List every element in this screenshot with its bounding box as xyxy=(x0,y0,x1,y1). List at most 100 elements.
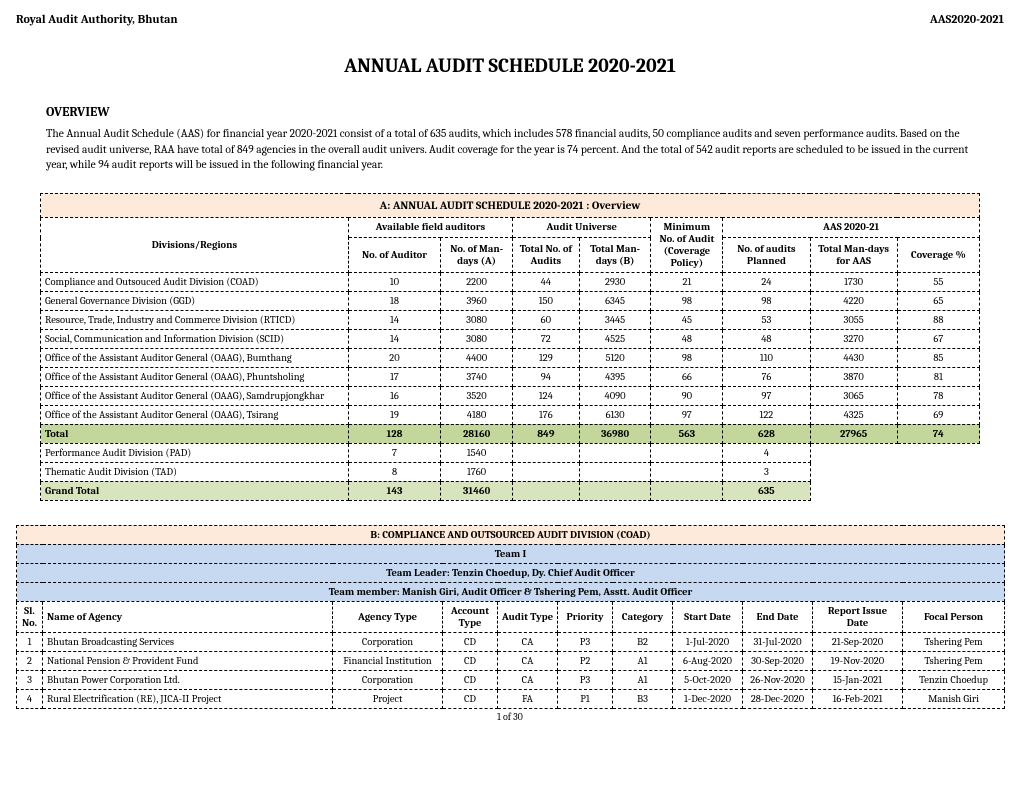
cell: 2200 xyxy=(441,272,513,291)
cell: 3740 xyxy=(441,367,513,386)
cell: CA xyxy=(498,670,558,689)
cell: Social, Communication and Information Di… xyxy=(41,329,349,348)
cell: 94 xyxy=(512,367,579,386)
cell: CD xyxy=(443,670,498,689)
cell: 88 xyxy=(897,310,979,329)
table-row: Resource, Trade, Industry and Commerce D… xyxy=(41,310,980,329)
overview-heading: OVERVIEW xyxy=(46,105,974,120)
th-no-auditor: No. of Auditor xyxy=(348,238,440,272)
th-audit-type: Audit Type xyxy=(498,601,558,632)
cell: 2930 xyxy=(579,272,651,291)
cell: A1 xyxy=(613,670,673,689)
cell: 98 xyxy=(651,348,723,367)
cell xyxy=(579,443,651,462)
cell: 98 xyxy=(651,291,723,310)
cell: 98 xyxy=(723,291,810,310)
table-b: B: COMPLIANCE AND OUTSOURCED AUDIT DIVIS… xyxy=(16,525,1005,709)
th-coverage: Coverage % xyxy=(897,238,979,272)
th-sl: Sl. No. xyxy=(17,601,43,632)
th-min-audit: Minimum No. of Audit (Coverage Policy) xyxy=(651,217,723,272)
cell: 2 xyxy=(17,651,43,670)
cell: 78 xyxy=(897,386,979,405)
cell: Office of the Assistant Auditor General … xyxy=(41,386,349,405)
th-total-audits: Total No. of Audits xyxy=(512,238,579,272)
cell: 4395 xyxy=(579,367,651,386)
th-mandays-b: Total Man-days (B) xyxy=(579,238,651,272)
cell: P2 xyxy=(558,651,613,670)
cell: 20 xyxy=(348,348,440,367)
cell: 110 xyxy=(723,348,810,367)
cell: 1540 xyxy=(441,443,513,462)
th-aas: AAS 2020-21 xyxy=(723,217,980,238)
cell: 19-Nov-2020 xyxy=(813,651,903,670)
cell: 4 xyxy=(17,689,43,708)
cell: 48 xyxy=(723,329,810,348)
header-row: Royal Audit Authority, Bhutan AAS2020-20… xyxy=(16,12,1004,26)
cell: 31460 xyxy=(441,481,513,500)
cell: CA xyxy=(498,632,558,651)
cell: 1730 xyxy=(810,272,897,291)
cell: 563 xyxy=(651,424,723,443)
team-label: Team I xyxy=(17,544,1005,563)
cell: 128 xyxy=(348,424,440,443)
cell: Total xyxy=(41,424,349,443)
cell: Manish Giri xyxy=(903,689,1005,708)
cell xyxy=(512,462,579,481)
cell: 15-Jan-2021 xyxy=(813,670,903,689)
cell: A1 xyxy=(613,651,673,670)
th-priority: Priority xyxy=(558,601,613,632)
cell: 4180 xyxy=(441,405,513,424)
cell: 48 xyxy=(651,329,723,348)
th-account-type: Account Type xyxy=(443,601,498,632)
table-b-title: B: COMPLIANCE AND OUTSOURCED AUDIT DIVIS… xyxy=(17,525,1005,544)
cell: 129 xyxy=(512,348,579,367)
cell: 19 xyxy=(348,405,440,424)
cell: 5-Oct-2020 xyxy=(673,670,743,689)
cell: 6345 xyxy=(579,291,651,310)
table-row: 2National Pension & Provident FundFinanc… xyxy=(17,651,1005,670)
cell: 3 xyxy=(723,462,810,481)
cell: 3870 xyxy=(810,367,897,386)
cell: P3 xyxy=(558,632,613,651)
th-mandays-aas: Total Man-days for AAS xyxy=(810,238,897,272)
th-planned: No. of audits Planned xyxy=(723,238,810,272)
cell: Grand Total xyxy=(41,481,349,500)
th-field-auditors: Available field auditors xyxy=(348,217,512,238)
header-right: AAS2020-2021 xyxy=(930,12,1004,26)
cell: B2 xyxy=(613,632,673,651)
cell: 4430 xyxy=(810,348,897,367)
th-report: Report Issue Date xyxy=(813,601,903,632)
cell: Bhutan Power Corporation Ltd. xyxy=(43,670,333,689)
cell: 60 xyxy=(512,310,579,329)
cell: 55 xyxy=(897,272,979,291)
cell: 85 xyxy=(897,348,979,367)
table-row: 3Bhutan Power Corporation Ltd.Corporatio… xyxy=(17,670,1005,689)
cell: 628 xyxy=(723,424,810,443)
cell: 14 xyxy=(348,310,440,329)
cell: Bhutan Broadcasting Services xyxy=(43,632,333,651)
cell: 6130 xyxy=(579,405,651,424)
cell: 3 xyxy=(17,670,43,689)
table-a-title: A: ANNUAL AUDIT SCHEDULE 2020-2021 : Ove… xyxy=(41,193,980,217)
cell: 30-Sep-2020 xyxy=(743,651,813,670)
table-row: General Governance Division (GGD)1839601… xyxy=(41,291,980,310)
cell: 3960 xyxy=(441,291,513,310)
cell: 45 xyxy=(651,310,723,329)
cell: P1 xyxy=(558,689,613,708)
cell: 122 xyxy=(723,405,810,424)
cell: 3445 xyxy=(579,310,651,329)
cell: 176 xyxy=(512,405,579,424)
cell: 14 xyxy=(348,329,440,348)
cell: 5120 xyxy=(579,348,651,367)
table-row: 4Rural Electrification (RE), JICA-II Pro… xyxy=(17,689,1005,708)
th-agency-type: Agency Type xyxy=(333,601,443,632)
table-row: Thematic Audit Division (TAD)817603 xyxy=(41,462,980,481)
cell xyxy=(651,462,723,481)
th-category: Category xyxy=(613,601,673,632)
th-start: Start Date xyxy=(673,601,743,632)
cell: General Governance Division (GGD) xyxy=(41,291,349,310)
table-a: A: ANNUAL AUDIT SCHEDULE 2020-2021 : Ove… xyxy=(40,193,980,501)
cell: 3520 xyxy=(441,386,513,405)
table-row: Office of the Assistant Auditor General … xyxy=(41,405,980,424)
cell xyxy=(651,481,723,500)
